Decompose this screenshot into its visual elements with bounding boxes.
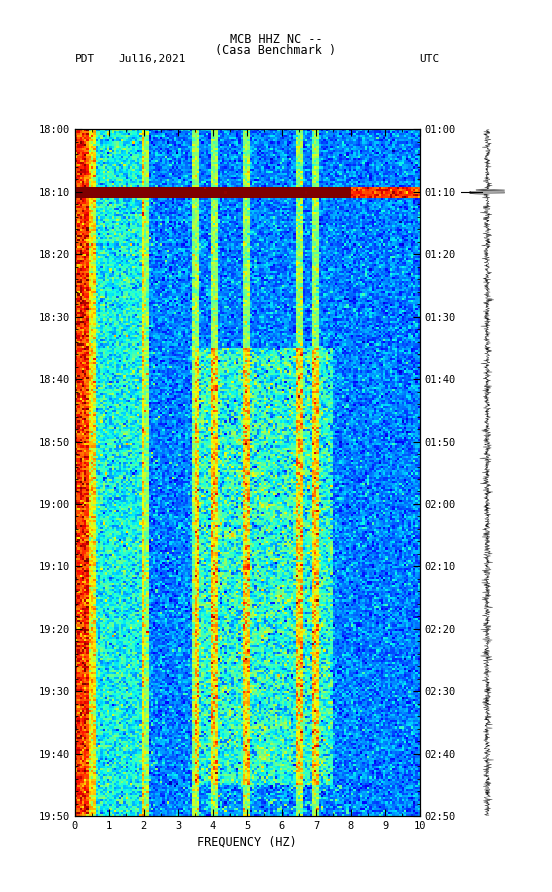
Polygon shape [14,12,47,39]
Text: USGS: USGS [51,20,75,30]
Text: PDT: PDT [75,54,95,63]
Text: Jul16,2021: Jul16,2021 [119,54,186,63]
Text: UTC: UTC [420,54,440,63]
Text: (Casa Benchmark ): (Casa Benchmark ) [215,44,337,57]
X-axis label: FREQUENCY (HZ): FREQUENCY (HZ) [197,835,297,848]
Text: MCB HHZ NC --: MCB HHZ NC -- [230,33,322,46]
